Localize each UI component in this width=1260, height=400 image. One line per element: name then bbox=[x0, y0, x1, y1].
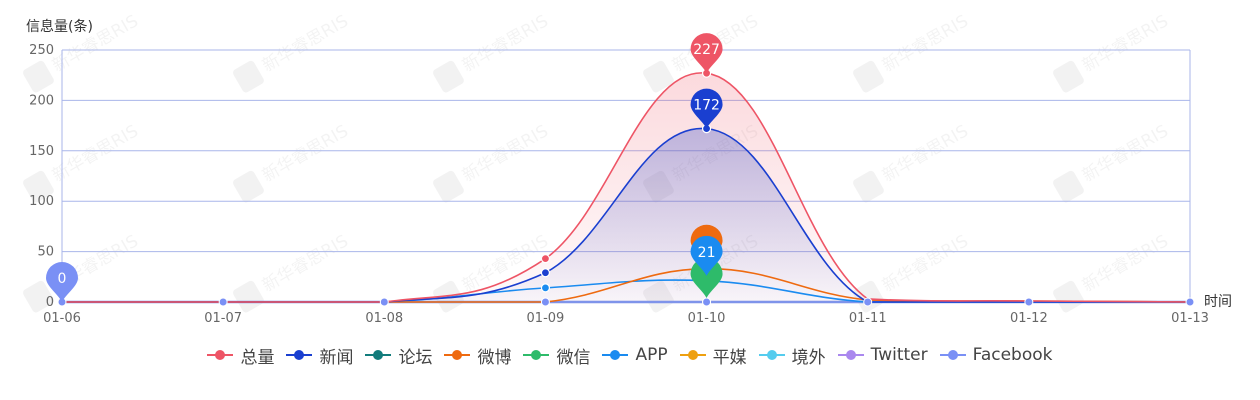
y-axis-label: 信息量(条) bbox=[26, 18, 93, 35]
svg-text:新华睿思RIS: 新华睿思RIS bbox=[1079, 121, 1172, 186]
legend-label: 论坛 bbox=[398, 347, 433, 368]
legend-label: 境外 bbox=[791, 347, 826, 368]
point-Facebook[interactable] bbox=[863, 297, 873, 307]
legend-item-APP[interactable]: APP bbox=[602, 345, 668, 365]
x-tick-label: 01-11 bbox=[849, 311, 887, 326]
svg-text:新华睿思RIS: 新华睿思RIS bbox=[1079, 11, 1172, 76]
legend-marker-icon bbox=[523, 350, 550, 360]
watermark: 新华睿思RIS bbox=[1053, 121, 1172, 203]
legend-label: 平媒 bbox=[712, 347, 747, 368]
watermark: 新华睿思RIS bbox=[23, 121, 142, 203]
legend-item-新闻[interactable]: 新闻 bbox=[286, 343, 353, 368]
y-tick-label: 200 bbox=[29, 93, 54, 108]
legend-label: 微博 bbox=[477, 347, 512, 368]
pin-label: 227 bbox=[693, 42, 720, 58]
svg-text:新华睿思RIS: 新华睿思RIS bbox=[879, 11, 972, 76]
watermark: 新华睿思RIS bbox=[433, 11, 552, 93]
watermark: 新华睿思RIS bbox=[853, 121, 972, 203]
x-tick-label: 01-12 bbox=[1010, 311, 1048, 326]
svg-text:新华睿思RIS: 新华睿思RIS bbox=[879, 121, 972, 186]
y-tick-label: 0 bbox=[46, 295, 54, 310]
legend-marker-icon bbox=[939, 350, 966, 360]
legend-marker-icon bbox=[365, 350, 392, 360]
legend-marker-icon bbox=[286, 350, 313, 360]
svg-text:新华睿思RIS: 新华睿思RIS bbox=[259, 11, 352, 76]
pin-label: 0 bbox=[58, 271, 67, 287]
y-tick-label: 100 bbox=[29, 194, 54, 209]
watermark: 新华睿思RIS bbox=[853, 11, 972, 93]
legend-marker-icon bbox=[207, 350, 234, 360]
legend-label: 新闻 bbox=[319, 347, 354, 368]
point-Facebook[interactable] bbox=[218, 297, 228, 307]
legend-item-平媒[interactable]: 平媒 bbox=[679, 343, 747, 368]
legend-item-总量[interactable]: 总量 bbox=[207, 343, 274, 368]
pin-label: 21 bbox=[698, 245, 716, 261]
x-tick-label: 01-08 bbox=[365, 311, 403, 326]
legend-label: Facebook bbox=[972, 345, 1053, 365]
legend-label: Twitter bbox=[870, 345, 928, 365]
max-pin: 0 bbox=[46, 262, 78, 302]
x-tick-label: 01-09 bbox=[527, 311, 565, 326]
y-tick-label: 50 bbox=[37, 245, 54, 260]
pin-label: 172 bbox=[693, 98, 720, 114]
max-pin: 172 bbox=[690, 88, 723, 129]
y-axis-ticks: 0 50 100 150 200 250 bbox=[29, 43, 54, 310]
point-Facebook[interactable] bbox=[540, 297, 550, 307]
point-Facebook[interactable] bbox=[379, 297, 389, 307]
x-tick-label: 01-10 bbox=[688, 311, 726, 326]
point-axis[interactable] bbox=[702, 297, 712, 307]
watermark: 新华睿思RIS bbox=[1053, 11, 1172, 93]
legend-label: 总量 bbox=[240, 347, 275, 368]
legend-marker-icon bbox=[758, 350, 785, 360]
legend-item-论坛[interactable]: 论坛 bbox=[365, 343, 432, 368]
series-lines bbox=[62, 72, 1191, 303]
max-pin bbox=[690, 258, 723, 298]
x-axis-ticks: 01-06 01-07 01-08 01-09 01-10 01-11 01-12 01-13 bbox=[43, 311, 1209, 326]
point-Facebook[interactable] bbox=[1024, 297, 1034, 307]
legend-label: APP bbox=[635, 345, 668, 365]
y-tick-label: 150 bbox=[29, 144, 54, 159]
legend-marker-icon bbox=[837, 350, 864, 360]
x-tick-label: 01-07 bbox=[204, 311, 242, 326]
x-tick-label: 01-06 bbox=[43, 311, 81, 326]
legend-label: 微信 bbox=[556, 347, 591, 368]
area-新闻 bbox=[62, 128, 1190, 302]
watermark: 新华睿思RIS bbox=[433, 121, 552, 203]
max-pin: 21 bbox=[690, 235, 723, 276]
watermark: 新华睿思RIS bbox=[233, 121, 352, 203]
x-tick-label: 01-13 bbox=[1171, 311, 1209, 326]
legend-item-微博[interactable]: 微博 bbox=[444, 343, 511, 368]
svg-text:新华睿思RIS: 新华睿思RIS bbox=[259, 121, 352, 186]
legend-item-Twitter[interactable]: Twitter bbox=[837, 345, 928, 365]
svg-text:新华睿思RIS: 新华睿思RIS bbox=[459, 11, 552, 76]
watermark: 新华睿思RIS bbox=[233, 11, 352, 93]
legend-marker-icon bbox=[444, 350, 471, 360]
svg-text:新华睿思RIS: 新华睿思RIS bbox=[459, 121, 552, 186]
legend-marker-icon bbox=[602, 350, 629, 360]
point-APP[interactable] bbox=[540, 283, 551, 293]
x-axis-label: 时间 bbox=[1204, 294, 1232, 310]
svg-text:新华睿思RIS: 新华睿思RIS bbox=[259, 231, 352, 296]
legend: 总量 新闻 论坛 微博 微信 APP 平媒 境外 Twitter Facebook bbox=[0, 342, 1260, 368]
legend-item-Facebook[interactable]: Facebook bbox=[939, 345, 1053, 365]
max-value-pins: 227 172 21 0 bbox=[46, 33, 723, 302]
point-Facebook[interactable] bbox=[1185, 297, 1195, 307]
legend-item-境外[interactable]: 境外 bbox=[758, 343, 826, 368]
svg-text:新华睿思RIS: 新华睿思RIS bbox=[1079, 231, 1172, 296]
svg-text:新华睿思RIS: 新华睿思RIS bbox=[879, 231, 972, 296]
svg-text:新华睿思RIS: 新华睿思RIS bbox=[49, 121, 142, 186]
series-areas bbox=[62, 72, 1190, 302]
y-tick-label: 250 bbox=[29, 43, 54, 58]
legend-marker-icon bbox=[679, 350, 706, 360]
max-pin: 227 bbox=[690, 33, 723, 74]
legend-item-微信[interactable]: 微信 bbox=[523, 343, 590, 368]
line-总量 bbox=[62, 72, 1191, 303]
point-总量[interactable] bbox=[540, 254, 551, 264]
point-新闻[interactable] bbox=[540, 268, 551, 278]
